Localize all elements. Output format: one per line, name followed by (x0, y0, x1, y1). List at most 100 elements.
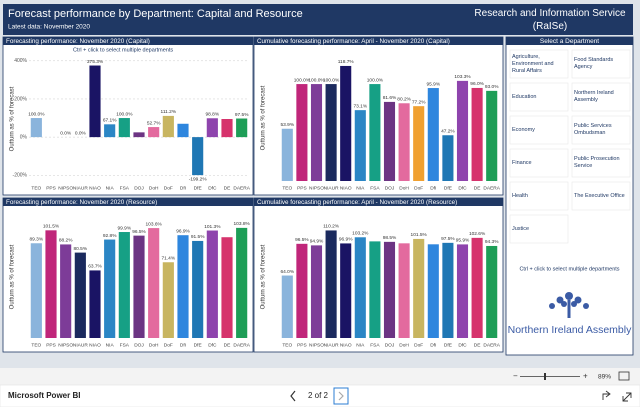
logo-text-box: Agriculture, Environment and Rural Affai… (512, 53, 554, 74)
department-logo[interactable] (571, 181, 631, 211)
value-label: 93.0% (485, 84, 499, 90)
logo-text: Economy (512, 126, 535, 133)
panel-hint: Ctrl + click to select multiple departme… (519, 266, 619, 272)
value-label: 47.2% (441, 129, 455, 135)
bar (456, 80, 469, 181)
value-label: 103.6% (146, 221, 163, 227)
bar (413, 238, 425, 338)
bar (118, 232, 130, 338)
x-tick-label: DAERA (233, 342, 250, 348)
prev-page[interactable] (290, 390, 296, 402)
department-logo[interactable] (509, 214, 569, 244)
value-label: 96.0% (470, 81, 484, 87)
bar (221, 119, 233, 138)
bar (383, 101, 396, 181)
chart-title: Cumulative forecasting performance: Apri… (257, 199, 457, 206)
value-label: 53.9% (280, 122, 294, 128)
value-label: 89.3% (30, 237, 44, 243)
next-arrow (338, 391, 344, 401)
value-label: 111.2% (161, 109, 177, 115)
department-logo[interactable] (571, 49, 631, 79)
department-logo[interactable] (571, 115, 631, 145)
x-tick-label: NIAO (340, 185, 352, 191)
value-label: 64.0% (280, 269, 294, 275)
header-subtitle: Latest data: November 2020 (8, 24, 90, 31)
value-label: 101.3% (204, 224, 221, 230)
chart-subtitle: Ctrl + click to select multiple departme… (73, 47, 173, 53)
department-logo[interactable] (509, 49, 569, 79)
x-tick-label: TEO (31, 342, 41, 348)
bar (236, 227, 248, 338)
next-page[interactable] (333, 387, 349, 405)
value-label: 103.2% (352, 231, 369, 237)
x-tick-label: NIPSO (309, 185, 324, 191)
value-label: 95.9% (456, 238, 470, 244)
department-logo[interactable] (509, 181, 569, 211)
value-label: 103.8% (234, 221, 251, 227)
bar (398, 103, 410, 181)
bar (162, 262, 174, 338)
bar (104, 124, 116, 138)
logo-text: Education (512, 93, 537, 100)
bar (60, 244, 72, 338)
value-label: 101.5% (411, 232, 428, 238)
bar (30, 118, 42, 138)
zoom-bar (0, 368, 640, 385)
zoom-out[interactable]: − (513, 372, 518, 381)
logo-text-box: Public Prosecution Service (574, 156, 620, 169)
x-tick-label: DfI (180, 342, 186, 348)
share-button[interactable] (602, 390, 611, 400)
service-name: Research and Information Service (RaISe) (474, 8, 626, 32)
chart-title-bar (254, 198, 503, 206)
value-label: -199.2% (189, 176, 208, 182)
chart-title-bar (254, 37, 503, 45)
x-tick-label: DfI (180, 185, 186, 191)
value-label: 0.0% (75, 130, 87, 136)
logo-text: Health (512, 192, 528, 199)
x-tick-label: NIPSO (58, 342, 73, 348)
x-tick-label: DOJ (134, 342, 144, 348)
value-label: 96.5% (295, 237, 309, 243)
y-tick-label: -200% (13, 173, 28, 179)
bar (30, 243, 42, 338)
x-tick-label: DOJ (134, 185, 144, 191)
y-tick-label: 200% (14, 96, 27, 102)
bar (354, 110, 366, 181)
x-tick-label: PPS (46, 342, 56, 348)
zoom-thumb[interactable] (544, 373, 546, 380)
zoom-in[interactable]: + (583, 372, 588, 381)
department-logo[interactable] (509, 148, 569, 178)
x-tick-label: PPS (46, 185, 56, 191)
bar (148, 127, 160, 138)
logo-text: Agriculture, Environment and Rural Affai… (512, 53, 554, 74)
y-axis-label: Outturn as % of forecast (10, 244, 16, 309)
zoom-level: 89% (598, 374, 611, 381)
logo-text: Finance (512, 159, 532, 166)
assembly-emblem (549, 292, 589, 318)
bar (177, 123, 189, 138)
department-logo[interactable] (571, 148, 631, 178)
fit-page[interactable] (618, 371, 630, 381)
fullscreen-button[interactable] (622, 392, 632, 402)
value-label: 97.5% (235, 112, 249, 118)
bar (442, 135, 454, 181)
x-tick-label: DE (474, 342, 481, 348)
page-indicator: 2 of 2 (308, 391, 329, 400)
department-logo[interactable] (509, 82, 569, 112)
department-logo[interactable] (571, 82, 631, 112)
bar (486, 90, 498, 181)
value-label: 91.5% (191, 234, 205, 240)
bar (354, 237, 366, 338)
department-logo[interactable] (509, 115, 569, 145)
x-tick-label: NIPSO (309, 342, 324, 348)
bar (162, 115, 174, 138)
x-tick-label: DOJ (385, 185, 395, 191)
value-label: 77.2% (412, 99, 426, 105)
x-tick-label: DfE (194, 342, 202, 348)
bar (104, 239, 116, 338)
bar (148, 228, 160, 338)
bar (456, 244, 469, 338)
value-label: 80.2% (397, 97, 411, 103)
x-tick-label: PPS (297, 342, 307, 348)
